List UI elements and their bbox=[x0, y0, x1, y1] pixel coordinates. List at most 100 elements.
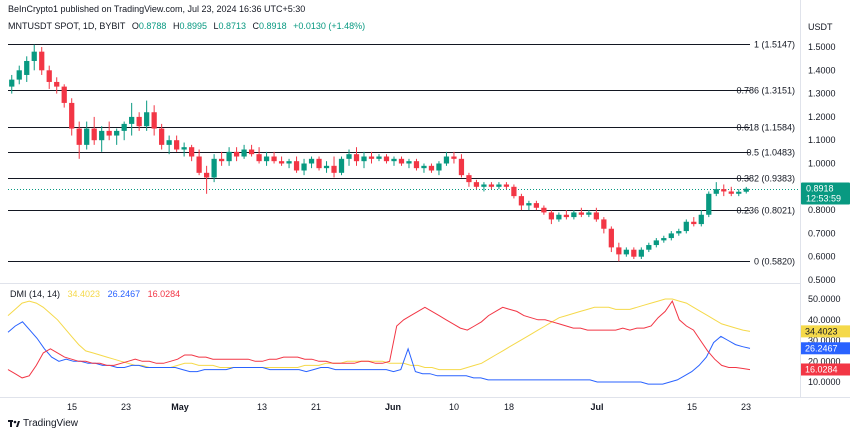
candle-body bbox=[129, 116, 135, 124]
adx-line bbox=[7, 298, 751, 371]
candle-body bbox=[293, 161, 300, 171]
candle-body bbox=[218, 158, 225, 162]
candle-body bbox=[638, 249, 644, 257]
tradingview-logo[interactable]: TradingView bbox=[8, 418, 78, 429]
current-price-tag bbox=[801, 182, 850, 205]
dmi-legend: DMI (14, 14) 34.4023 26.2467 16.0284 bbox=[10, 289, 180, 299]
dmi-tick-label: 10.0000 bbox=[808, 377, 841, 387]
dmi-tick-label: 50.0000 bbox=[808, 294, 841, 304]
plus-di-value-tag bbox=[801, 342, 850, 355]
candle-body bbox=[331, 165, 337, 173]
time-axis: 15 23 May 13 21 Jun 10 18 Jul 15 23 bbox=[67, 402, 751, 412]
fib-label: 0 (0.5820) bbox=[754, 257, 795, 267]
adx-value-tag-text: 34.4023 bbox=[805, 326, 838, 336]
price-tick-label: 0.6000 bbox=[808, 252, 836, 262]
candle-body bbox=[368, 156, 375, 159]
tradingview-logo-text: TradingView bbox=[23, 418, 79, 429]
tradingview-logo-icon bbox=[8, 420, 20, 427]
price-tick-label: 1.4000 bbox=[808, 65, 836, 75]
plus-di-value-tag-text: 26.2467 bbox=[805, 343, 838, 353]
time-tick-label: Jul bbox=[590, 402, 603, 412]
candle-body bbox=[451, 156, 457, 159]
candle-body bbox=[99, 130, 105, 141]
candle-body bbox=[668, 233, 674, 239]
candle-body bbox=[301, 163, 307, 171]
candle-body bbox=[166, 140, 172, 145]
time-tick-label: 15 bbox=[67, 402, 77, 412]
current-price-value: 0.8918 bbox=[806, 184, 834, 194]
price-axis: 1.50001.40001.30001.20001.10001.00000.90… bbox=[801, 42, 850, 285]
change-value: +0.0130 (+1.48%) bbox=[293, 21, 366, 31]
candle-body bbox=[488, 184, 495, 187]
candle-body bbox=[556, 214, 562, 220]
symbol-label[interactable]: MNTUSDT SPOT, 1D, BYBIT bbox=[8, 21, 126, 31]
candle-body bbox=[316, 158, 322, 169]
candle-body bbox=[496, 184, 502, 187]
fib-label: 1 (1.5147) bbox=[754, 40, 795, 50]
fib-label: 0.786 (1.3151) bbox=[736, 86, 795, 96]
candle-body bbox=[398, 158, 405, 164]
time-tick-label: 23 bbox=[121, 402, 131, 412]
candle-body bbox=[533, 203, 540, 208]
candle-body bbox=[676, 231, 682, 234]
price-tick-label: 1.0000 bbox=[808, 159, 836, 169]
candle-body bbox=[203, 172, 210, 178]
candle-body bbox=[443, 156, 450, 164]
currency-label[interactable]: USDT bbox=[808, 22, 833, 32]
candle-body bbox=[698, 214, 704, 225]
candle-body bbox=[383, 156, 390, 162]
candle-body bbox=[9, 79, 15, 87]
candle-body bbox=[691, 221, 697, 225]
adx-legend-value: 34.4023 bbox=[67, 289, 101, 299]
candle-body bbox=[39, 51, 45, 71]
candle-body bbox=[159, 128, 165, 145]
candle-body bbox=[76, 128, 82, 145]
candle-body bbox=[106, 130, 112, 136]
candle-body bbox=[503, 184, 510, 187]
candle-body bbox=[376, 156, 382, 159]
time-tick-label: 13 bbox=[257, 402, 267, 412]
plus-di-legend-value: 26.2467 bbox=[107, 289, 141, 299]
candle-body bbox=[653, 240, 659, 246]
candle-body bbox=[114, 130, 120, 136]
price-tick-label: 0.7000 bbox=[808, 228, 836, 238]
candle-body bbox=[721, 189, 727, 192]
candle-body bbox=[578, 212, 584, 215]
candle-body bbox=[458, 158, 465, 176]
open-label: O bbox=[131, 21, 139, 31]
candle-body bbox=[683, 221, 689, 232]
candle-body bbox=[233, 151, 240, 157]
candle-body bbox=[241, 149, 247, 157]
time-tick-label: 10 bbox=[449, 402, 459, 412]
time-tick-label: 21 bbox=[311, 402, 321, 412]
candle-body bbox=[211, 158, 217, 178]
candle-body bbox=[263, 156, 270, 162]
candle-body bbox=[526, 203, 532, 206]
dmi-tick-label: 20.0000 bbox=[808, 356, 841, 366]
candle-body bbox=[631, 249, 637, 257]
candle-body bbox=[189, 147, 195, 157]
candle-body bbox=[84, 128, 90, 145]
minus-di-value-tag-text: 16.0284 bbox=[805, 364, 838, 374]
price-tick-label: 1.5000 bbox=[808, 42, 836, 52]
dmi-lines bbox=[7, 298, 751, 385]
time-tick-label: 18 bbox=[504, 402, 514, 412]
candle-body bbox=[586, 212, 592, 215]
minus-di-legend-value: 16.0284 bbox=[147, 289, 181, 299]
candle-body bbox=[181, 147, 187, 150]
low-value: 0.8713 bbox=[218, 21, 247, 31]
candle-body bbox=[736, 191, 742, 194]
price-tick-label: 0.5000 bbox=[808, 275, 836, 285]
candle-body bbox=[144, 112, 150, 127]
price-tick-label: 0.8000 bbox=[808, 205, 836, 215]
time-tick-label: 23 bbox=[741, 402, 751, 412]
candle-body bbox=[413, 161, 420, 169]
candle-body bbox=[616, 247, 622, 255]
candle-body bbox=[151, 112, 157, 129]
candle-body bbox=[24, 60, 30, 75]
candle-body bbox=[466, 175, 472, 183]
plus-di-line bbox=[7, 321, 751, 385]
time-tick-label: 15 bbox=[687, 402, 697, 412]
dmi-title[interactable]: DMI (14, 14) bbox=[10, 289, 61, 299]
